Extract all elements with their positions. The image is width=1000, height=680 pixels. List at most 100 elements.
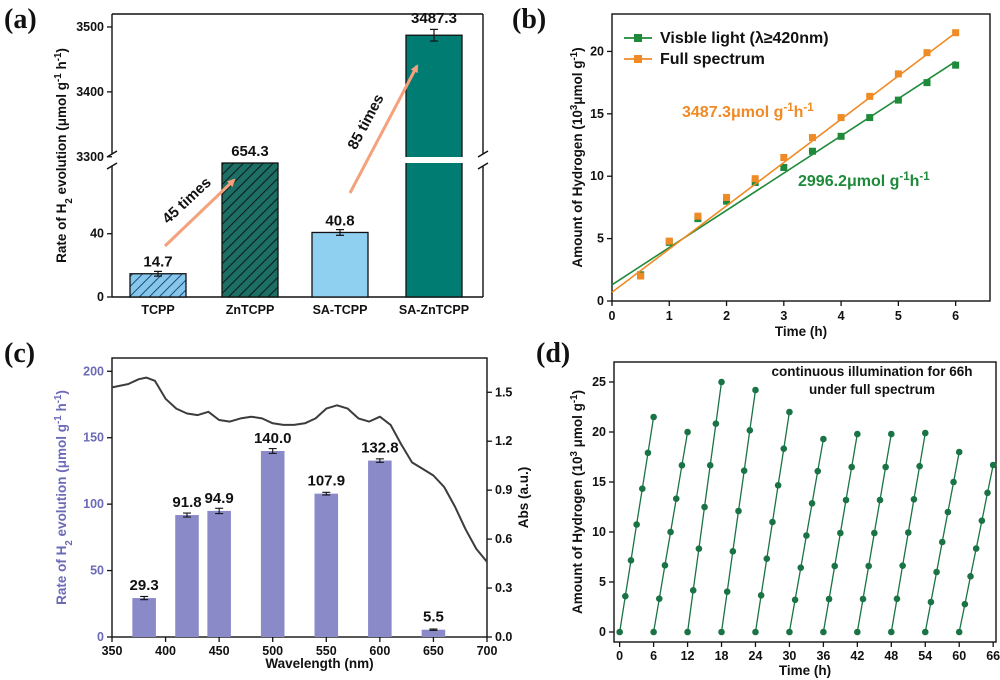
cycle-point	[786, 408, 793, 416]
cycle-point	[955, 448, 963, 456]
panel-a-y-label-part: )	[54, 48, 69, 53]
panel-c-y-label-right: Abs (a.u.)	[516, 467, 531, 529]
y-tick-label-left: 0	[97, 630, 104, 644]
cycle-point	[910, 496, 918, 503]
y-tick-label-left: 100	[83, 497, 104, 511]
x-tick-label: 700	[477, 644, 498, 658]
annotation-line-1: continuous illumination for 66h	[772, 364, 973, 379]
cycle-point	[950, 478, 957, 486]
bar-sa-tcpp	[311, 231, 369, 298]
legend-label: Visble light (λ≥420nm)	[660, 30, 829, 47]
panel-a-y-label-part: Rate of H	[54, 204, 69, 263]
y-tick-label: 5	[599, 575, 606, 589]
axis-break-mark	[477, 162, 489, 170]
data-point-1	[923, 49, 931, 57]
cycle-point	[808, 500, 816, 507]
panel-b-y-label-part: μmol g	[570, 60, 585, 104]
rate-label-visible-part: -1	[899, 171, 910, 183]
axis-break-mark	[477, 150, 489, 158]
rate-label-full: 3487.3μmol g-1h-1	[682, 102, 814, 121]
bar-value-label: 91.8	[172, 494, 201, 511]
panel-d-x-label: Time (h)	[779, 663, 831, 678]
data-point-1	[837, 114, 845, 122]
x-tick-label: 6	[650, 649, 657, 663]
cycle-point	[791, 596, 799, 604]
cycle-point	[797, 564, 805, 571]
bar-value-label: 14.7	[143, 254, 172, 271]
cycle-point	[955, 628, 963, 636]
x-tick-label: 6	[952, 309, 959, 323]
panel-a-y-label-part: h	[54, 61, 69, 73]
y-tick-label: 0	[597, 294, 604, 308]
cycle-point	[729, 548, 737, 555]
panel-a-y-label-part: -1	[53, 73, 64, 82]
panel-b-y-label-part: -1	[569, 51, 580, 60]
arrow-85-times	[348, 64, 419, 194]
panel-a-y-label-part: 2	[64, 198, 75, 204]
cycle-point	[921, 429, 929, 437]
axis-break-mark	[106, 162, 118, 170]
panel-b-y-label-part: )	[570, 47, 585, 52]
cycle-point	[842, 496, 850, 504]
bar-value-label: 140.0	[254, 430, 292, 447]
data-point-0	[780, 163, 788, 171]
cycle-point	[814, 467, 822, 475]
x-tick-label: 30	[782, 649, 796, 663]
cycle-point	[689, 587, 697, 594]
data-point-0	[894, 96, 902, 104]
data-point-1	[665, 237, 673, 245]
panel-b-y-label: Amount of Hydrogen (103μmol g-1)	[569, 47, 586, 267]
panel-letter-c: (c)	[4, 338, 35, 369]
cycle-point	[650, 628, 657, 636]
panel-letter-d: (d)	[536, 338, 570, 369]
panel-b-y-label-part: Amount of Hydrogen (10	[570, 110, 585, 268]
cycle-point	[667, 528, 674, 536]
y-tick-label-right: 0.9	[495, 483, 512, 497]
cycle-point	[684, 628, 691, 636]
data-point-1	[952, 29, 960, 37]
bar-value-label: 654.3	[231, 143, 269, 160]
panel-c-y-label-left-part: -1	[53, 415, 64, 424]
cycle-point	[718, 628, 725, 636]
x-tick-label: 4	[838, 309, 845, 323]
cycle-point	[712, 420, 720, 427]
cycle-point	[972, 545, 980, 552]
data-point-0	[723, 197, 731, 205]
cycle-point	[859, 595, 867, 603]
bar-500nm	[260, 451, 285, 637]
panel-a-chart: 3300 3400 3500 0 40 Rate of H2 evolution (μmo…	[53, 10, 489, 317]
x-tick-label: 54	[918, 649, 932, 663]
cycle-point	[644, 449, 652, 457]
cycle-point	[723, 588, 731, 595]
bar-380nm	[132, 598, 156, 637]
x-tick-label: 66	[986, 649, 1000, 663]
annotation-85-times: 85 times	[344, 91, 387, 152]
y-tick-label-right: 0.6	[495, 532, 512, 546]
axis-break-mark	[106, 150, 118, 158]
fit-line-1	[611, 32, 957, 293]
x-tick-label: 12	[681, 649, 695, 663]
x-tick-label: 60	[952, 649, 966, 663]
cycle-point	[616, 628, 623, 636]
y-tick-label: 0	[97, 290, 104, 304]
x-tick-label: 36	[816, 649, 830, 663]
bar-420nm	[175, 515, 199, 637]
cycle-point	[752, 386, 759, 394]
y-tick-label: 25	[592, 375, 606, 389]
cycle-point	[746, 427, 754, 434]
cycle-point	[706, 462, 714, 469]
bar-value-label: 107.9	[308, 473, 346, 490]
legend-label: Full spectrum	[660, 51, 765, 68]
bar-tcpp	[129, 273, 187, 298]
bar-value-label: 29.3	[130, 577, 159, 594]
cycle-point	[633, 521, 640, 528]
absorbance-line	[111, 376, 488, 563]
data-point-1	[723, 193, 731, 201]
cycle-point	[871, 529, 878, 537]
cycle-point	[701, 503, 708, 511]
panel-c-y-label-left-part: Rate of H	[54, 546, 69, 605]
x-tick-label: SA-ZnTCPP	[399, 303, 469, 317]
y-tick-label-right: 0.0	[495, 630, 512, 644]
rate-label-full-part: -1	[803, 102, 814, 114]
